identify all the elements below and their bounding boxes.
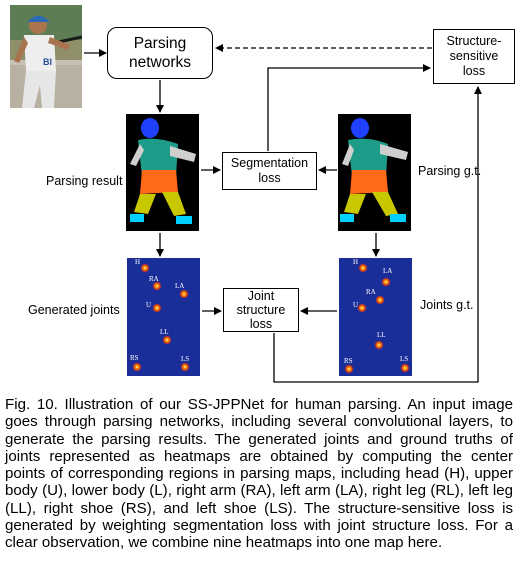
jersey-logo: BI	[43, 57, 52, 67]
generated-joints-heatmap: H RA LA U LL RS LS	[127, 258, 200, 376]
parsing-result-label: Parsing result	[46, 174, 123, 188]
figure: BI	[10, 5, 515, 383]
joint-label-ls: LS	[181, 355, 190, 363]
gt-joint-label-la: LA	[383, 267, 393, 275]
joint-label-rs: RS	[130, 354, 139, 362]
parsing-result-map	[126, 114, 199, 231]
joints-gt-heatmap: H LA RA U LL RS LS	[339, 258, 412, 376]
input-photo: BI	[10, 5, 82, 108]
joint-label-u: U	[146, 301, 152, 309]
gt-joint-label-u: U	[353, 301, 359, 309]
gt-joint-label-ll: LL	[377, 331, 386, 339]
figure-caption: Fig. 10. Illustration of our SS-JPPNet f…	[5, 396, 513, 552]
joint-label-h: H	[135, 258, 141, 266]
parsing-gt-map	[338, 114, 411, 231]
joint-structure-loss-box: Joint structure loss	[223, 288, 299, 332]
gt-joint-label-h: H	[353, 258, 359, 266]
parsing-gt-label: Parsing g.t.	[418, 164, 482, 178]
joint-label-ra: RA	[149, 275, 159, 283]
joint-label-la: LA	[175, 282, 185, 290]
generated-joints-label: Generated joints	[28, 303, 120, 317]
structure-sensitive-loss-box: Structure- sensitive loss	[433, 29, 515, 84]
figure-number: Fig. 10.	[5, 396, 58, 413]
caption-text: Illustration of our SS-JPPNet for human …	[5, 396, 513, 552]
segmentation-loss-box: Segmentation loss	[222, 152, 317, 190]
gt-joint-label-ls: LS	[400, 355, 409, 363]
gt-joint-label-ra: RA	[366, 288, 376, 296]
gt-joint-label-rs: RS	[344, 357, 353, 365]
joints-gt-label: Joints g.t.	[420, 298, 474, 312]
joint-label-ll: LL	[160, 328, 169, 336]
parsing-networks-box: Parsing networks	[107, 27, 213, 79]
